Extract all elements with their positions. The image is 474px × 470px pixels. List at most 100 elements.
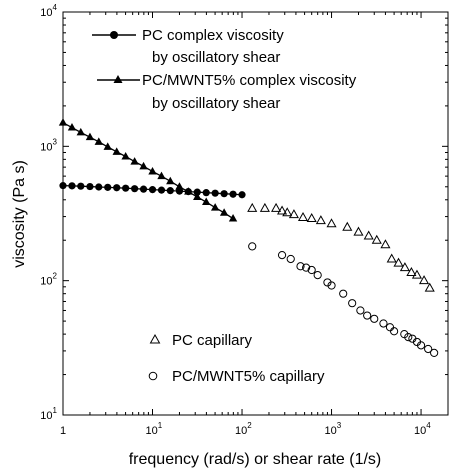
legend-marker-mwnt-oscillatory: [113, 75, 123, 83]
mwnt-oscillatory-point: [121, 152, 130, 160]
pc-oscillatory-point: [166, 187, 174, 195]
pc-capillary-point: [371, 234, 382, 244]
pc-oscillatory-point: [122, 184, 130, 192]
mwnt-oscillatory-point: [103, 142, 112, 150]
mwnt-oscillatory-point: [157, 171, 166, 180]
pc-oscillatory-point: [59, 182, 67, 190]
legend-marker-mwnt-capillary: [148, 371, 158, 381]
pc-oscillatory-point: [157, 186, 166, 194]
pc-capillary-point: [282, 207, 293, 217]
mwnt-oscillatory-point: [166, 176, 175, 185]
pc-oscillatory-point: [148, 186, 157, 194]
mwnt-oscillatory-point: [175, 182, 184, 190]
pc-capillary-point: [277, 205, 288, 215]
mwnt-capillary-point: [370, 314, 379, 323]
mwnt-capillary-point: [390, 327, 399, 336]
x-tick-label: 101: [146, 421, 163, 437]
pc-capillary-point: [353, 226, 364, 236]
pc-capillary-point: [259, 202, 270, 212]
mwnt-oscillatory-point: [193, 192, 202, 200]
mwnt-capillary-point: [339, 289, 348, 298]
legend-label-pc-oscillatory-line1: PC complex viscosity: [142, 27, 284, 44]
pc-oscillatory-point: [193, 188, 201, 196]
mwnt-capillary-point: [424, 344, 433, 354]
lower-legend: PC capillary PC/MWNT5% capillary: [148, 332, 325, 385]
pc-oscillatory-point: [238, 191, 246, 199]
legend-label-mwnt-capillary: PC/MWNT5% capillary: [172, 368, 325, 385]
legend-marker-pc-capillary: [149, 333, 161, 344]
legend-label-mwnt-oscillatory-line2: by oscillatory shear: [152, 95, 280, 112]
plot-frame: [62, 11, 449, 416]
legend-label-mwnt-oscillatory-line1: PC/MWNT5% complex viscosity: [142, 72, 357, 89]
pc-oscillatory-point: [77, 182, 85, 190]
pc-capillary-point: [393, 257, 404, 267]
mwnt-capillary-point: [348, 299, 357, 308]
mwnt-capillary-point: [430, 348, 439, 357]
pc-oscillatory-point: [211, 189, 219, 197]
pc-oscillatory-point: [68, 182, 76, 190]
data-series: [58, 118, 439, 357]
pc-oscillatory-point: [86, 182, 94, 191]
mwnt-capillary-point: [327, 281, 336, 290]
pc-capillary-point: [247, 202, 258, 212]
mwnt-oscillatory-point: [94, 137, 103, 145]
mwnt-oscillatory-point: [67, 123, 77, 131]
pc-capillary-point: [386, 253, 397, 263]
pc-oscillatory-point: [113, 184, 121, 192]
mwnt-oscillatory-point: [184, 187, 193, 195]
mwnt-oscillatory-point: [85, 132, 95, 141]
x-tick-label: 102: [235, 421, 252, 437]
x-axis-ticks: 1 101 102 103 104: [60, 12, 449, 437]
y-tick-label: 102: [40, 272, 57, 288]
legend-marker-pc-oscillatory: [110, 31, 118, 39]
pc-capillary-point: [424, 282, 435, 292]
pc-capillary-point: [306, 213, 317, 223]
x-axis-title: frequency (rad/s) or shear rate (1/s): [129, 451, 382, 468]
mwnt-capillary-point: [385, 323, 395, 332]
upper-legend: PC complex viscosity by oscillatory shea…: [92, 27, 357, 112]
pc-capillary-point: [406, 266, 417, 277]
mwnt-capillary-point: [404, 333, 413, 342]
x-tick-label: 103: [325, 421, 342, 437]
pc-oscillatory-point: [131, 185, 139, 193]
mwnt-oscillatory-point: [130, 157, 139, 165]
mwnt-capillary-point: [416, 341, 426, 350]
pc-capillary-point: [288, 209, 299, 219]
pc-oscillatory-point: [220, 190, 228, 198]
x-tick-label: 104: [414, 421, 431, 437]
mwnt-oscillatory-point: [219, 208, 229, 216]
mwnt-capillary-point: [302, 263, 311, 272]
mwnt-oscillatory-point: [112, 147, 121, 155]
pc-capillary-point: [297, 212, 309, 222]
pc-oscillatory-point: [139, 185, 148, 193]
mwnt-oscillatory-point: [148, 166, 157, 175]
mwnt-capillary-point: [313, 271, 322, 280]
pc-capillary-point: [342, 221, 353, 231]
mwnt-capillary-point: [356, 306, 365, 315]
mwnt-oscillatory-point: [210, 203, 220, 211]
pc-capillary-point: [271, 202, 282, 212]
mwnt-capillary-point: [307, 265, 316, 275]
mwnt-oscillatory-point: [228, 214, 238, 222]
legend-label-pc-capillary: PC capillary: [172, 332, 253, 349]
y-axis-ticks: 101 102 103 104: [40, 3, 448, 422]
pc-oscillatory-point: [202, 189, 210, 197]
mwnt-capillary-point: [296, 262, 305, 271]
pc-capillary-point: [399, 262, 410, 272]
y-axis-title: viscosity (Pa s): [11, 160, 28, 268]
pc-oscillatory-point: [95, 183, 103, 191]
pc-capillary-point: [418, 275, 430, 285]
mwnt-capillary-point: [286, 254, 295, 264]
mwnt-oscillatory-point: [58, 118, 68, 126]
pc-capillary-point: [326, 218, 337, 228]
pc-oscillatory-point: [229, 190, 237, 198]
pc-capillary-point: [411, 269, 423, 279]
mwnt-capillary-point: [277, 250, 287, 260]
y-tick-label: 101: [40, 406, 57, 422]
mwnt-oscillatory-point: [76, 127, 85, 136]
mwnt-capillary-point: [248, 242, 257, 251]
pc-oscillatory-point: [104, 183, 112, 191]
pc-capillary-point: [363, 230, 374, 240]
mwnt-capillary-point: [363, 311, 372, 320]
